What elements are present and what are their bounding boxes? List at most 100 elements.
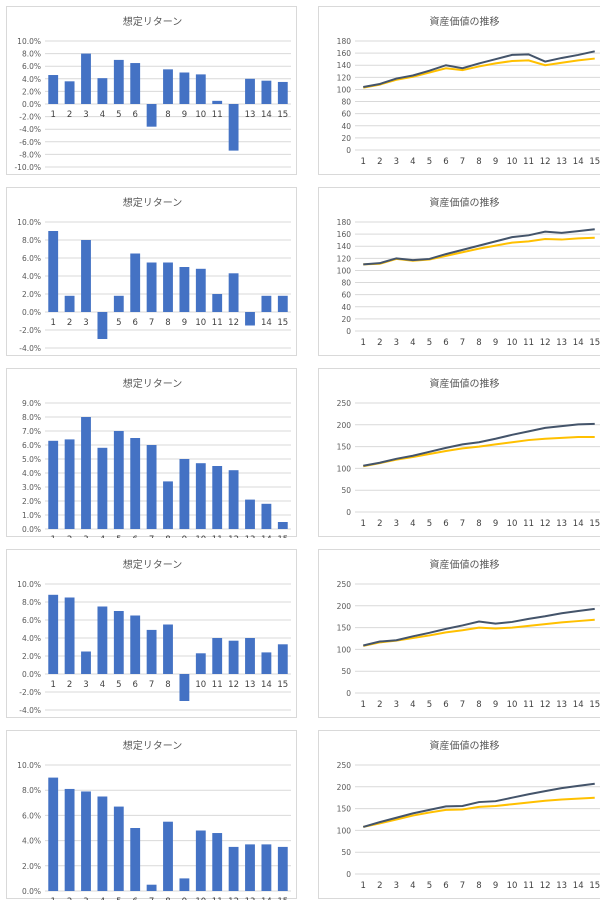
x-tick-label: 11 xyxy=(212,318,223,328)
bar xyxy=(261,80,272,104)
x-tick-label: 4 xyxy=(410,519,415,529)
x-tick-label: 14 xyxy=(573,519,584,529)
bar xyxy=(113,295,124,312)
y-tick-label: 10.0% xyxy=(17,580,41,589)
x-tick-label: 9 xyxy=(182,897,187,900)
chart-title: 想定リターン xyxy=(123,377,183,390)
y-tick-label: 0.0% xyxy=(22,525,41,534)
bar xyxy=(228,273,239,312)
bar xyxy=(48,777,59,891)
y-tick-label: 200 xyxy=(337,421,352,430)
y-tick-label: 4.0% xyxy=(22,837,41,846)
x-tick-label: 6 xyxy=(132,680,137,690)
x-tick-label: 7 xyxy=(149,318,154,328)
x-tick-label: 9 xyxy=(493,700,498,710)
chart-title: 想定リターン xyxy=(123,558,183,571)
bar xyxy=(195,653,206,674)
y-tick-label: 4.0% xyxy=(22,75,41,84)
x-tick-label: 12 xyxy=(228,680,239,690)
y-tick-label: 50 xyxy=(341,667,351,676)
x-tick-label: 1 xyxy=(50,680,55,690)
bar xyxy=(64,788,75,891)
bar xyxy=(81,791,91,891)
bar xyxy=(48,75,59,104)
y-tick-label: 250 xyxy=(337,399,352,408)
x-tick-label: 13 xyxy=(245,897,256,900)
x-tick-label: 15 xyxy=(277,318,288,328)
x-tick-label: 4 xyxy=(100,897,105,900)
x-tick-label: 2 xyxy=(67,897,72,900)
y-tick-label: 160 xyxy=(337,230,352,239)
x-tick-label: 2 xyxy=(67,110,72,120)
y-tick-label: -4.0% xyxy=(19,706,41,715)
x-tick-label: 4 xyxy=(410,157,415,167)
x-tick-label: 2 xyxy=(67,318,72,328)
bar xyxy=(277,644,288,674)
bar xyxy=(48,231,59,312)
bar xyxy=(130,828,141,891)
chart-svg: 想定リターン 0.0% 1.0% 2.0% 3.0% 4.0% 5.0% 6.0% 7.0% 8.… xyxy=(22,377,291,538)
asset-value-chart: 資産価値の推移 0 50 100 150 200 250 1 2 3 4 5 6 7 8 9 10 11 12 13 1… xyxy=(318,730,600,899)
x-tick-label: 15 xyxy=(277,535,288,538)
x-tick-label: 5 xyxy=(116,318,121,328)
x-tick-label: 10 xyxy=(195,897,206,900)
bar xyxy=(245,312,255,326)
y-tick-label: 200 xyxy=(337,783,352,792)
y-tick-label: 0.0% xyxy=(22,887,41,896)
y-tick-label: 50 xyxy=(341,848,351,857)
chart-svg: 想定リターン -4.0% -2.0% 0.0% 2.0% 4.0% 6.0% 8.0% 10.0… xyxy=(17,558,291,715)
y-tick-label: 6.0% xyxy=(22,441,41,450)
x-tick-label: 5 xyxy=(116,110,121,120)
bar xyxy=(261,844,272,891)
bar xyxy=(277,846,288,891)
series-line-series-2 xyxy=(363,618,595,647)
bar xyxy=(64,295,75,312)
y-tick-label: 6.0% xyxy=(22,811,41,820)
chart-title: 資産価値の推移 xyxy=(430,377,500,390)
x-tick-label: 15 xyxy=(589,157,600,167)
bar xyxy=(228,640,239,674)
x-tick-label: 11 xyxy=(523,881,534,891)
bar xyxy=(245,78,255,104)
x-tick-label: 10 xyxy=(195,110,206,120)
bar xyxy=(81,240,91,312)
x-tick-label: 2 xyxy=(67,535,72,538)
x-tick-label: 3 xyxy=(83,110,88,120)
asset-value-chart: 資産価値の推移 0 20 40 60 80 100 120 140 160 180 1 2 3 4 5 6 7 8 9… xyxy=(318,187,600,356)
x-tick-label: 5 xyxy=(427,881,432,891)
x-tick-label: 14 xyxy=(261,110,272,120)
x-tick-label: 14 xyxy=(573,157,584,167)
bar xyxy=(261,295,272,312)
x-tick-label: 5 xyxy=(427,519,432,529)
x-tick-label: 15 xyxy=(277,680,288,690)
y-tick-label: 1.0% xyxy=(22,511,41,520)
y-tick-label: 250 xyxy=(337,580,352,589)
y-tick-label: 8.0% xyxy=(22,786,41,795)
x-tick-label: 12 xyxy=(228,535,239,538)
x-tick-label: 8 xyxy=(165,318,170,328)
x-tick-label: 4 xyxy=(410,700,415,710)
x-tick-label: 14 xyxy=(573,338,584,348)
bar xyxy=(277,522,288,529)
y-tick-label: -4.0% xyxy=(19,344,41,353)
chart-title: 資産価値の推移 xyxy=(430,15,500,28)
y-tick-label: 6.0% xyxy=(22,616,41,625)
x-tick-label: 10 xyxy=(507,700,518,710)
bar xyxy=(113,611,124,674)
x-tick-label: 12 xyxy=(540,881,551,891)
y-tick-label: -2.0% xyxy=(19,326,41,335)
y-tick-label: 0 xyxy=(346,327,351,336)
x-tick-label: 6 xyxy=(443,700,448,710)
bar xyxy=(146,262,157,312)
y-tick-label: 0 xyxy=(346,870,351,879)
x-tick-label: 4 xyxy=(100,680,105,690)
x-tick-label: 15 xyxy=(589,338,600,348)
x-tick-label: 8 xyxy=(476,157,481,167)
bar xyxy=(81,417,91,529)
bar xyxy=(245,844,255,891)
bar xyxy=(212,638,223,674)
x-tick-label: 12 xyxy=(228,897,239,900)
x-tick-label: 9 xyxy=(493,157,498,167)
